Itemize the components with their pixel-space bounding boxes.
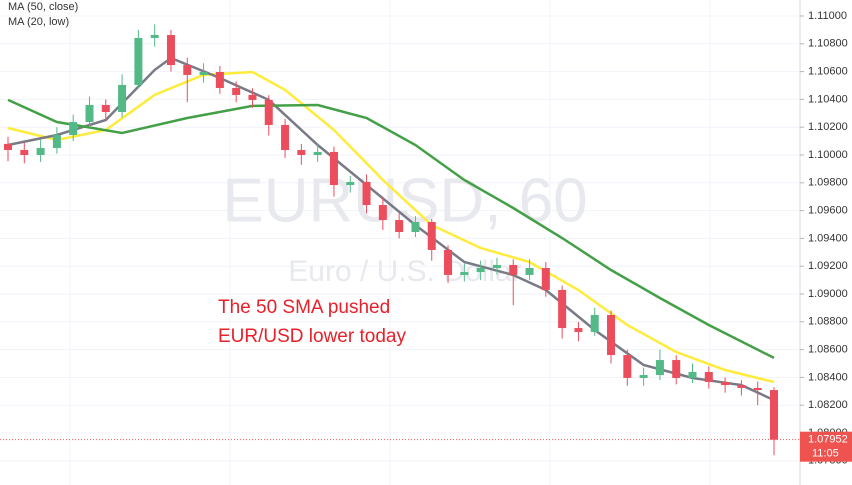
- candle-body: [444, 249, 453, 275]
- candle-body: [704, 371, 713, 382]
- candle-body: [36, 148, 45, 155]
- candle-body: [395, 220, 404, 233]
- candle-body: [329, 151, 338, 186]
- y-tick-label: 1.10800: [808, 38, 848, 50]
- candle-body: [770, 390, 778, 440]
- y-tick-label: 1.10600: [808, 65, 848, 77]
- moving-average-line: [7, 98, 775, 360]
- candle-body: [655, 360, 664, 376]
- candle-body: [297, 149, 306, 155]
- candle-body: [101, 104, 110, 113]
- candle-body: [52, 134, 61, 149]
- candle-body: [492, 264, 501, 269]
- candle-body: [541, 268, 550, 290]
- candle-body: [69, 122, 78, 135]
- candle-body: [721, 381, 730, 386]
- candle-body: [607, 314, 616, 356]
- y-tick-label: 1.09600: [808, 205, 848, 217]
- candle-body: [639, 375, 648, 378]
- y-tick-label: 1.10000: [808, 149, 848, 161]
- candle-body: [85, 104, 94, 123]
- candle-body: [264, 99, 273, 125]
- y-tick-label: 1.09400: [808, 232, 848, 244]
- y-tick-label: 1.10200: [808, 121, 848, 133]
- candle-body: [313, 151, 322, 155]
- candle-body: [753, 387, 762, 391]
- candle-body: [574, 328, 583, 332]
- last-price-label: 1.07952: [808, 434, 848, 446]
- y-tick-label: 1.08600: [808, 344, 848, 356]
- candle-body: [737, 385, 746, 388]
- moving-average-line: [7, 70, 775, 384]
- legend-entry: MA (20, low): [8, 16, 69, 28]
- y-tick-label: 1.11000: [808, 10, 847, 22]
- candle-body: [183, 65, 192, 75]
- candle-body: [558, 289, 567, 329]
- candle-body: [688, 371, 697, 378]
- candle-body: [248, 94, 257, 100]
- candle-body: [118, 84, 127, 113]
- watermark-subtitle: Euro / U.S. Dollar: [288, 255, 521, 288]
- candle-body: [525, 268, 534, 275]
- annotation: The 50 SMA pushed: [218, 297, 390, 318]
- moving-average-line: [7, 56, 775, 402]
- legend-entry: MA (50, close): [8, 1, 78, 13]
- candle-body: [672, 360, 681, 378]
- candle-body: [199, 72, 208, 75]
- candle-body: [215, 72, 224, 88]
- candle-body: [509, 264, 518, 275]
- y-tick-label: 1.09800: [808, 177, 848, 189]
- y-tick-label: 1.08400: [808, 371, 848, 383]
- candle-body: [427, 221, 436, 250]
- candle-body: [281, 124, 290, 150]
- candle-body: [590, 314, 599, 332]
- last-price-box: [800, 431, 852, 462]
- y-tick-label: 1.10400: [808, 93, 848, 105]
- vertical-grid: [69, 0, 711, 485]
- candle-body: [346, 181, 355, 186]
- candle-body: [232, 87, 241, 95]
- candle-body: [20, 149, 29, 155]
- candle-body: [362, 181, 371, 206]
- y-tick-label: 1.08200: [808, 399, 848, 411]
- candle-body: [378, 205, 387, 221]
- candle-body: [4, 143, 12, 150]
- candle-body: [623, 355, 632, 378]
- y-tick-label: 1.09200: [808, 260, 848, 272]
- annotation: EUR/USD lower today: [218, 326, 406, 347]
- candle-body: [166, 35, 175, 66]
- y-tick-label: 1.08800: [808, 316, 848, 328]
- candle-body: [134, 37, 143, 85]
- candle-body: [150, 35, 159, 38]
- candle-body: [460, 272, 469, 275]
- candle-body: [411, 221, 420, 233]
- countdown-label: 11:05: [812, 448, 839, 460]
- y-tick-label: 1.09000: [808, 288, 848, 300]
- candle-body: [476, 268, 485, 273]
